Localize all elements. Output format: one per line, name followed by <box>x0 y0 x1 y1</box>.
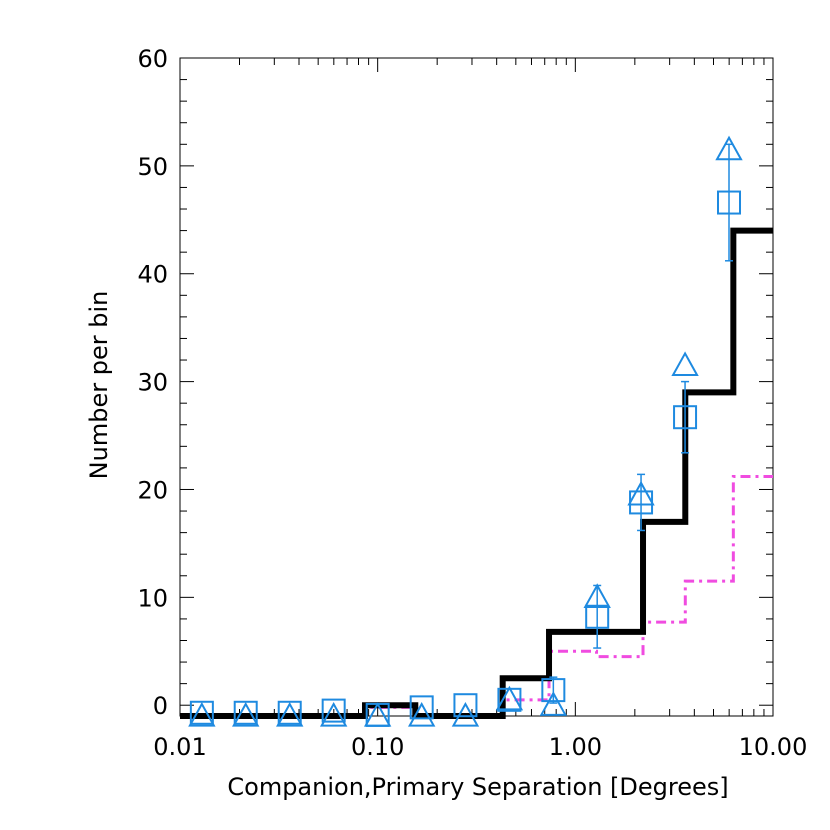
x-tick-label: 0.01 <box>153 733 206 761</box>
square-marker <box>717 190 742 215</box>
triangle-marker <box>363 701 392 727</box>
triangle-marker <box>627 480 655 506</box>
triangle-marker <box>407 701 436 727</box>
square-marker <box>453 693 478 718</box>
y-tick-label: 60 <box>137 45 168 73</box>
square-marker <box>277 700 302 725</box>
triangle-marker <box>276 701 304 727</box>
triangle-marker <box>232 701 260 727</box>
triangle-marker <box>715 135 743 161</box>
axis-ticks <box>179 57 773 716</box>
square-marker <box>233 700 258 725</box>
x-tick-label: 0.10 <box>351 733 404 761</box>
square-marker <box>673 405 698 430</box>
triangle-marker <box>319 701 348 727</box>
square-marker <box>409 695 434 720</box>
plot-border <box>179 57 774 717</box>
x-tick-label: 10.00 <box>739 733 808 761</box>
y-tick-label: 20 <box>137 476 168 504</box>
triangle-marker <box>539 691 568 716</box>
square-marker <box>541 678 566 703</box>
series-layer <box>180 135 773 727</box>
triangle-marker <box>495 685 524 711</box>
x-axis-label: Companion,Primary Separation [Degrees] <box>227 773 728 801</box>
triangle-marker <box>451 701 480 727</box>
y-tick-label: 10 <box>137 584 168 612</box>
triangle-marker <box>583 583 611 608</box>
square-marker <box>585 604 610 629</box>
y-tick-label: 50 <box>137 153 168 181</box>
y-tick-label: 40 <box>137 261 168 289</box>
y-axis-label: Number per bin <box>85 291 113 480</box>
y-tick-label: 0 <box>153 692 168 720</box>
square-marker <box>321 698 346 723</box>
black-step-line <box>180 227 773 719</box>
x-tick-label: 1.00 <box>549 733 602 761</box>
square-marker <box>189 700 214 725</box>
triangle-marker <box>671 351 699 377</box>
tick-labels: 0.01 0.10 1.00 10.00 0 10 20 30 40 50 60 <box>137 45 807 761</box>
plot-frame <box>179 57 774 717</box>
y-tick-label: 30 <box>137 369 168 397</box>
triangle-marker <box>188 701 216 727</box>
